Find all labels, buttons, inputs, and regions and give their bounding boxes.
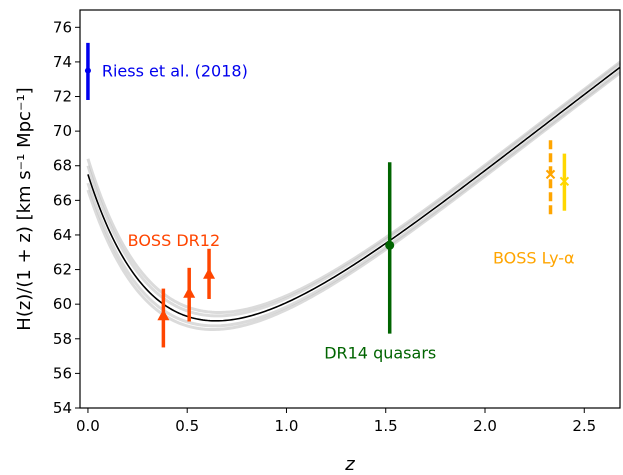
model-band-curve [86,62,621,318]
plot-frame [79,9,621,409]
x-tick-label: 0.0 [76,417,100,435]
x-axis-label: z [344,454,355,475]
y-tick-label: 70 [53,122,72,140]
model-band-curve [86,71,621,331]
annotation-label: BOSS DR12 [128,231,220,250]
x-tick-label: 2.0 [473,417,497,435]
data-point-triangle [203,267,216,279]
data-point-x [545,169,556,180]
annotation-label: Riess et al. (2018) [102,62,248,81]
model-band-curve [86,60,621,314]
y-tick-label: 72 [53,88,72,106]
annotations-layer: Riess et al. (2018) BOSS DR12 DR14 quasars… [102,62,575,363]
x-tick-label: 1.0 [275,417,299,435]
y-axis-label: H(z)/(1 + z) [km s⁻¹ Mpc⁻¹] [14,87,35,330]
y-tick-label: 56 [53,364,72,382]
y-tick-label: 68 [53,157,72,175]
y-tick-label: 64 [53,226,72,244]
x-tick-label: 0.5 [175,417,199,435]
annotation-label: BOSS Ly-α [493,248,575,267]
x-tick-label: 2.5 [572,417,596,435]
data-point-triangle [157,309,170,321]
model-band-curve [86,69,621,328]
data-point-x [559,176,570,187]
y-tick-label: 54 [53,399,72,417]
axis-ticks-layer: 0.0 0.5 1.0 1.5 2.0 2.5 54 56 58 60 62 64 66 68 70 72 74… [53,18,596,435]
y-tick-label: 60 [53,295,72,313]
data-point-triangle [183,286,196,298]
y-tick-label: 62 [53,261,72,279]
y-tick-label: 66 [53,191,72,209]
y-tick-label: 76 [53,18,72,36]
data-point-dot [385,240,395,250]
data-points-layer [84,42,570,348]
x-tick-label: 1.5 [374,417,398,435]
y-tick-label: 74 [53,53,72,71]
model-curve-line [87,66,621,322]
annotation-label: DR14 quasars [324,344,436,363]
model-curve-layer [86,60,621,331]
data-point-dot [84,67,91,74]
y-tick-label: 58 [53,330,72,348]
